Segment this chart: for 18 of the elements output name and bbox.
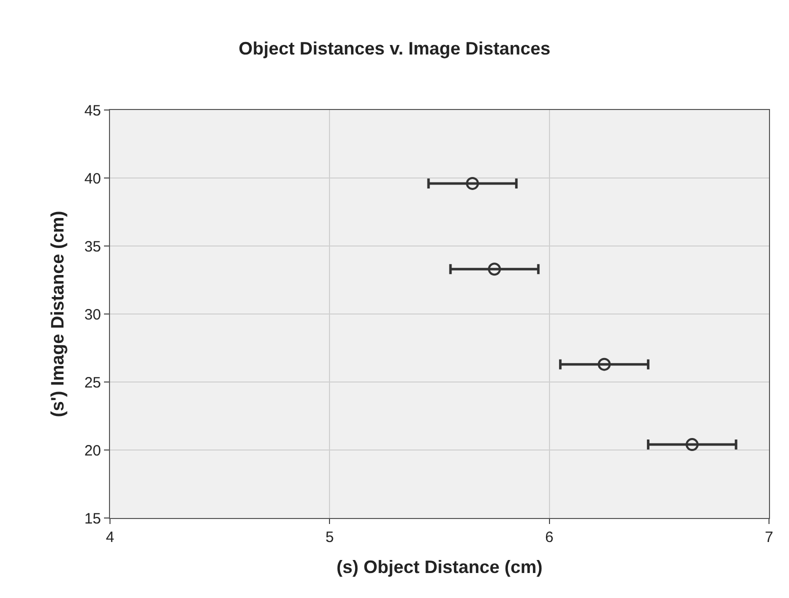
y-tick-label: 20 [84,442,101,460]
x-tick-label: 6 [545,529,554,546]
y-tick-label: 40 [84,170,101,188]
chart-title: Object Distances v. Image Distances [238,38,550,58]
x-axis-title: (s) Object Distance (cm) [336,557,543,578]
y-tick-label: 45 [84,102,101,120]
y-tick-label: 15 [84,510,101,528]
y-tick-label: 35 [84,238,101,256]
y-tick-label: 25 [84,374,101,392]
x-tick-label: 4 [106,529,114,546]
point [466,176,479,190]
y-axis-title: (s') Image Distance (cm) [48,210,68,418]
y-tick-label: 30 [84,306,101,324]
point [686,438,699,452]
x-tick-label: 5 [326,529,334,546]
point [598,358,611,371]
x-tick-label: 7 [764,529,774,546]
point [488,262,501,276]
